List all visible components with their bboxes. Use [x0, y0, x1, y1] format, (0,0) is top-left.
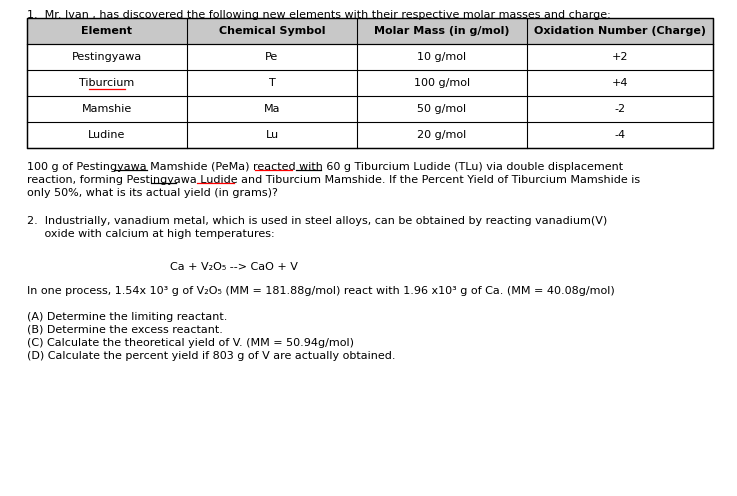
Text: In one process, 1.54x 10³ g of V₂O₅ (MM = 181.88g/mol) react with 1.96 x10³ g of: In one process, 1.54x 10³ g of V₂O₅ (MM …: [27, 286, 615, 296]
Text: -2: -2: [615, 104, 626, 114]
Text: 20 g/mol: 20 g/mol: [417, 130, 467, 140]
Text: Ma: Ma: [264, 104, 280, 114]
Text: (C) Calculate the theoretical yield of V. (MM = 50.94g/mol): (C) Calculate the theoretical yield of V…: [27, 338, 354, 348]
Text: +2: +2: [612, 52, 628, 62]
Text: (D) Calculate the percent yield if 803 g of V are actually obtained.: (D) Calculate the percent yield if 803 g…: [27, 351, 396, 361]
Text: Chemical Symbol: Chemical Symbol: [219, 26, 325, 36]
Text: Pe: Pe: [265, 52, 279, 62]
Text: 100 g/mol: 100 g/mol: [414, 78, 470, 88]
Bar: [27, 18, 713, 148]
Text: (B) Determine the excess reactant.: (B) Determine the excess reactant.: [27, 325, 223, 335]
Text: T: T: [268, 78, 276, 88]
Bar: [27, 18, 713, 44]
Text: Element: Element: [82, 26, 133, 36]
Text: 2.  Industrially, vanadium metal, which is used in steel alloys, can be obtained: 2. Industrially, vanadium metal, which i…: [27, 216, 607, 226]
Text: reaction, forming Pestingyawa Ludide and Tiburcium Mamshide. If the Percent Yiel: reaction, forming Pestingyawa Ludide and…: [27, 175, 640, 185]
Text: -4: -4: [615, 130, 626, 140]
Text: oxide with calcium at high temperatures:: oxide with calcium at high temperatures:: [27, 229, 275, 239]
Text: 10 g/mol: 10 g/mol: [417, 52, 467, 62]
Text: (A) Determine the limiting reactant.: (A) Determine the limiting reactant.: [27, 312, 228, 322]
Text: Mamshie: Mamshie: [82, 104, 132, 114]
Text: Pestingyawa: Pestingyawa: [72, 52, 142, 62]
Text: Ca + V₂O₅ --> CaO + V: Ca + V₂O₅ --> CaO + V: [170, 262, 298, 272]
Text: +4: +4: [612, 78, 628, 88]
Text: Oxidation Number (Charge): Oxidation Number (Charge): [534, 26, 706, 36]
Text: 50 g/mol: 50 g/mol: [417, 104, 467, 114]
Text: Tiburcium: Tiburcium: [80, 78, 135, 88]
Text: Lu: Lu: [265, 130, 279, 140]
Text: 100 g of Pestingyawa Mamshide (PeMa) reacted with 60 g Tiburcium Ludide (TLu) vi: 100 g of Pestingyawa Mamshide (PeMa) rea…: [27, 162, 623, 172]
Text: Molar Mass (in g/mol): Molar Mass (in g/mol): [374, 26, 510, 36]
Text: only 50%, what is its actual yield (in grams)?: only 50%, what is its actual yield (in g…: [27, 188, 278, 198]
Text: 1.  Mr. Ivan , has discovered the following new elements with their respective m: 1. Mr. Ivan , has discovered the followi…: [27, 10, 611, 20]
Text: Ludine: Ludine: [88, 130, 126, 140]
